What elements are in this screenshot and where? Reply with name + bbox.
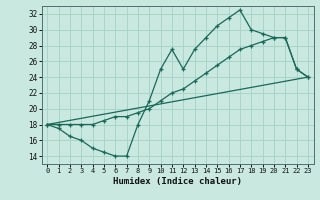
X-axis label: Humidex (Indice chaleur): Humidex (Indice chaleur) xyxy=(113,177,242,186)
